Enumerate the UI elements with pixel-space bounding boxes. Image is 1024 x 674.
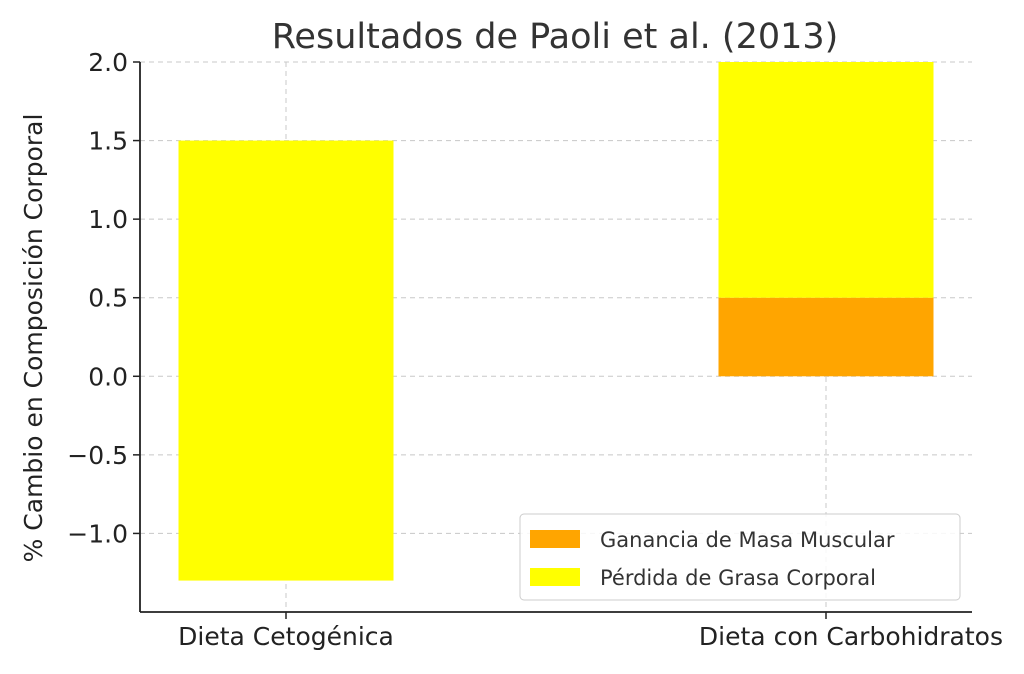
y-tick-label: 2.0	[88, 48, 128, 77]
bar	[718, 62, 934, 298]
legend-label: Ganancia de Masa Muscular	[600, 528, 895, 552]
x-tick-label: Dieta con Carbohidratos	[699, 622, 1003, 651]
bar	[718, 297, 934, 377]
legend-swatch	[530, 530, 580, 548]
y-axis-label: % Cambio en Composición Corporal	[19, 114, 48, 563]
y-tick-label: −1.0	[67, 519, 128, 548]
y-tick-label: 1.5	[88, 127, 128, 156]
y-tick-label: 0.5	[88, 284, 128, 313]
chart-title: Resultados de Paoli et al. (2013)	[272, 17, 839, 57]
y-tick-label: 0.0	[88, 362, 128, 391]
plot-area: −1.0 −0.5 0.0 0.5 1.0 1.5 2.0 Dieta Cetogénica D…	[67, 48, 1003, 651]
y-tick-label: 1.0	[88, 205, 128, 234]
legend-box	[519, 513, 961, 601]
x-tick-label: Dieta Cetogénica	[178, 622, 394, 651]
legend-swatch	[530, 568, 580, 586]
legend-label: Pérdida de Grasa Corporal	[600, 566, 876, 590]
bar	[178, 140, 394, 581]
y-tick-label: −0.5	[67, 441, 128, 470]
